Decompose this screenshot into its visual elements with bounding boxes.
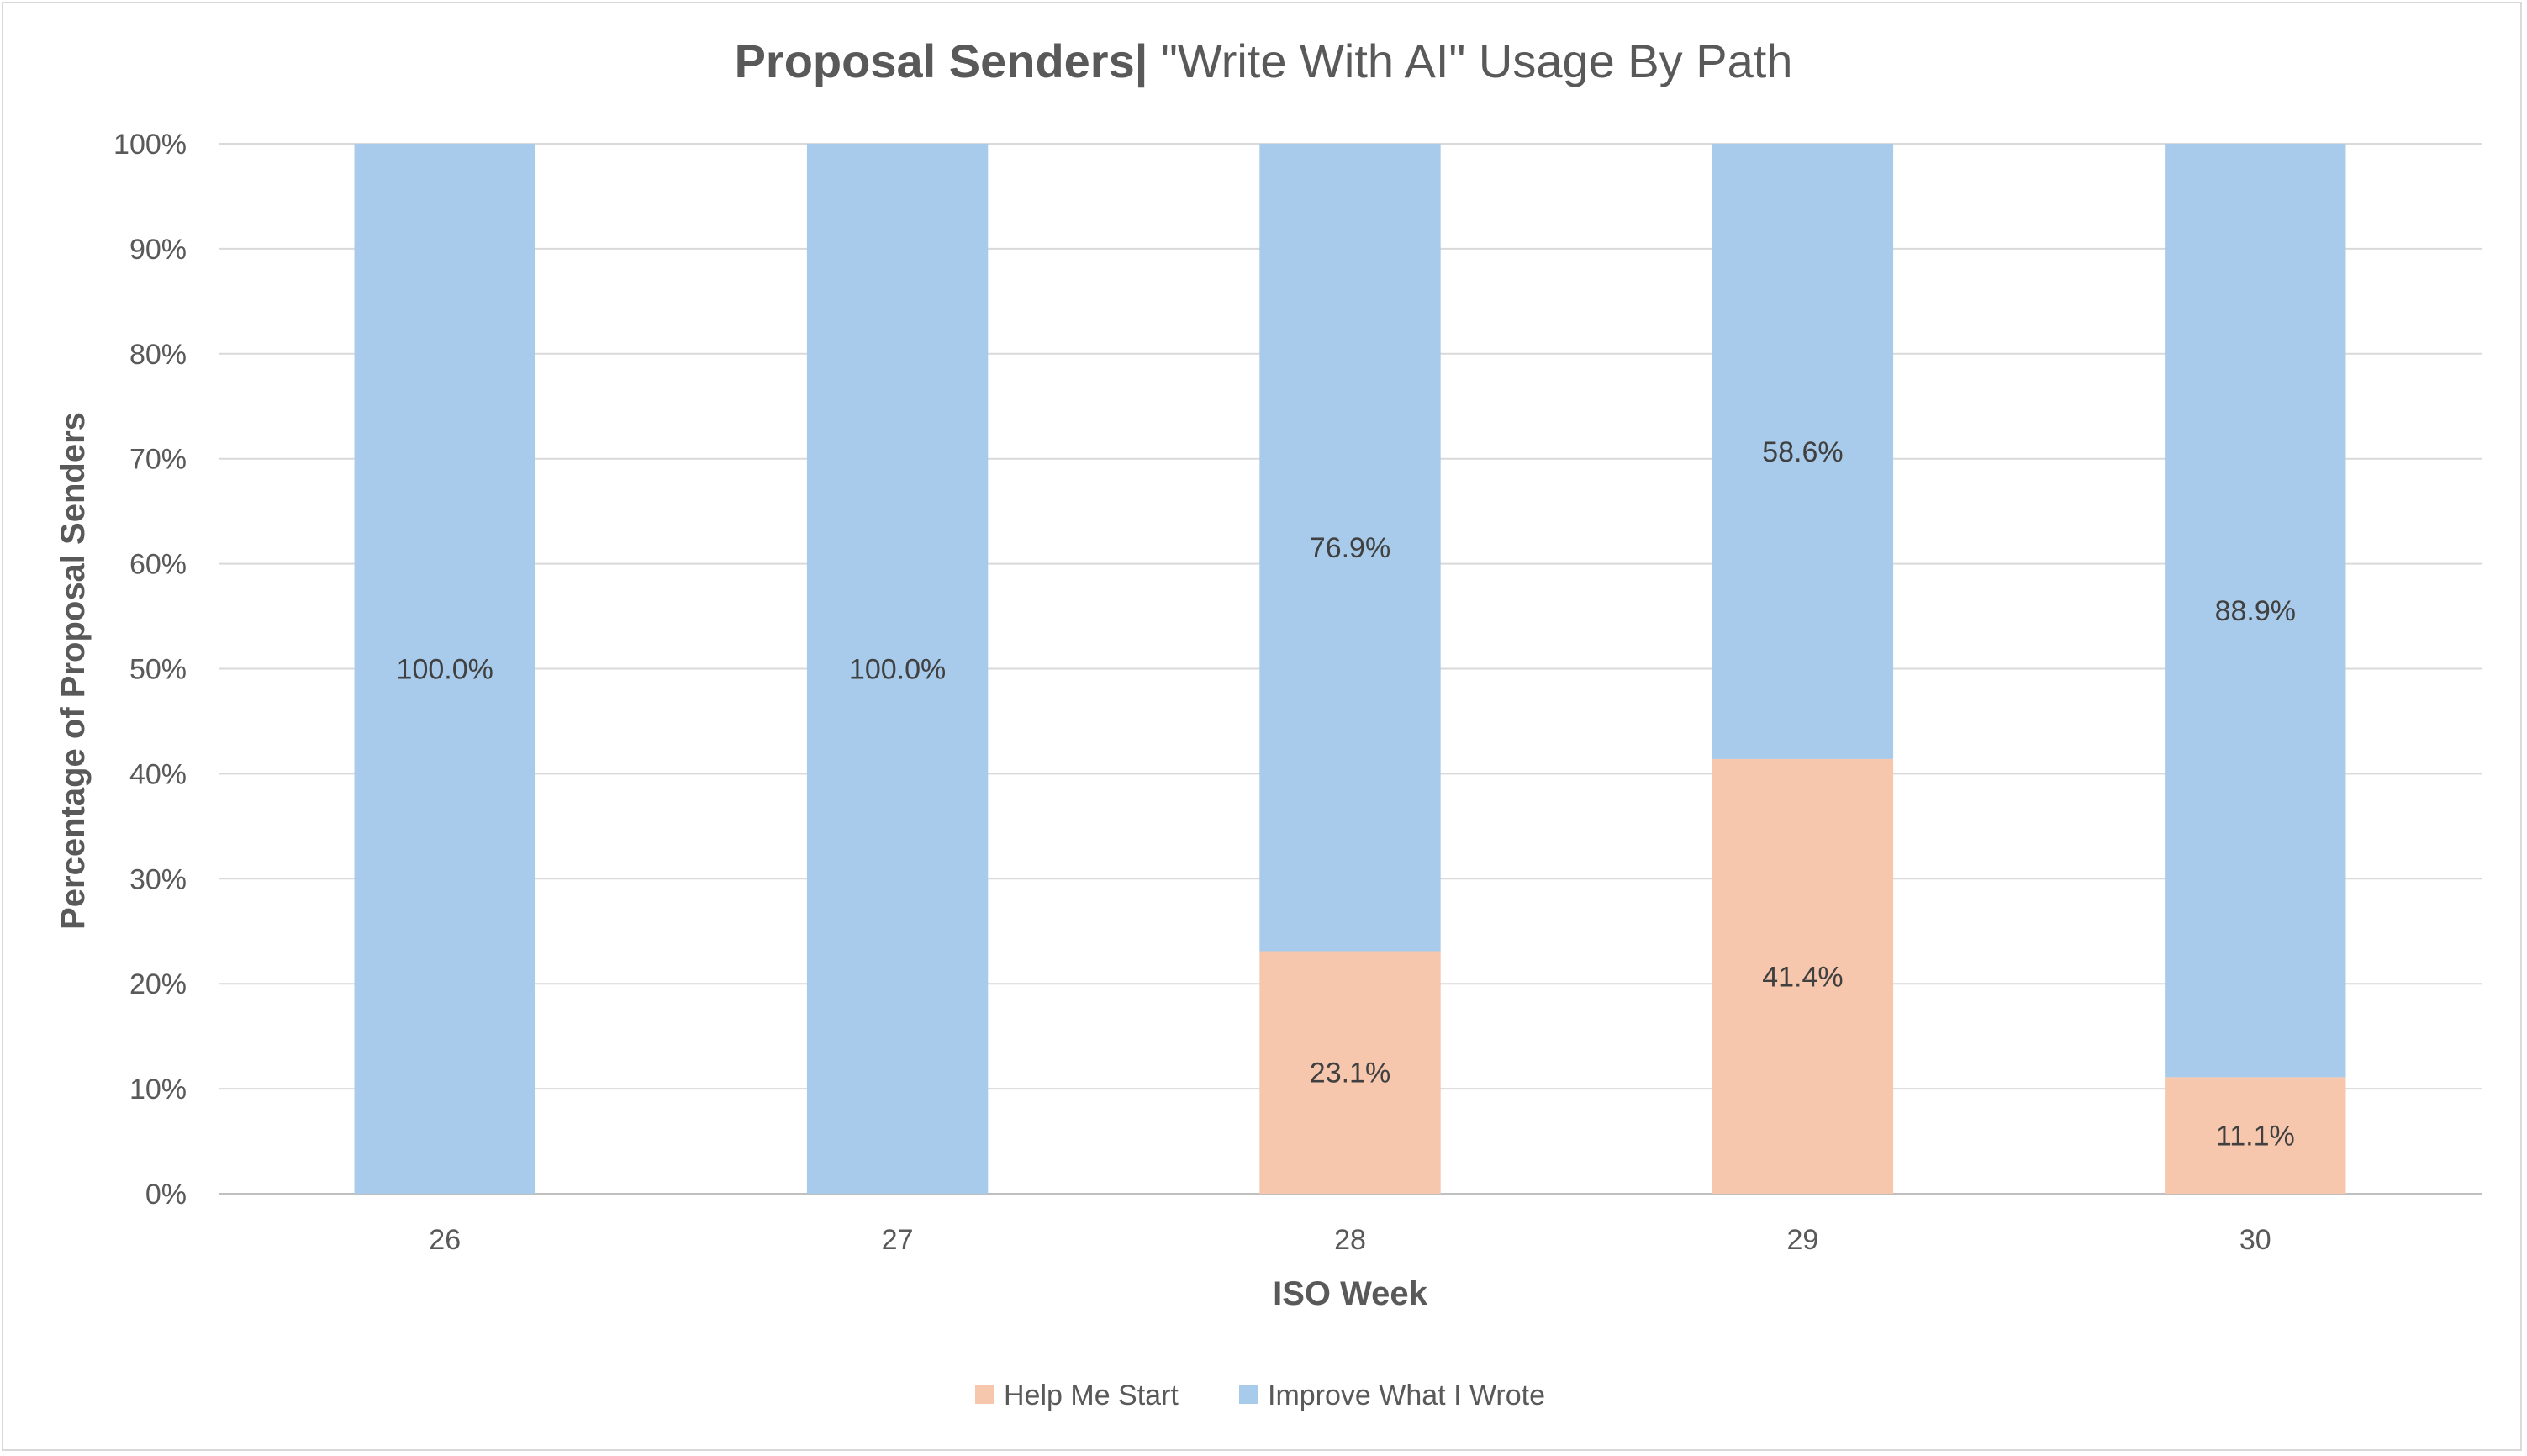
chart-title: Proposal Senders| "Write With AI" Usage … (735, 34, 1793, 88)
legend-label: Help Me Start (1004, 1380, 1179, 1411)
bar-segment (2165, 1077, 2346, 1194)
y-tick-label: 0% (145, 1179, 187, 1211)
data-label: 41.4% (1762, 961, 1843, 993)
y-tick-label: 50% (129, 654, 187, 686)
y-tick-label: 70% (129, 444, 187, 476)
legend-swatch (1239, 1385, 1258, 1404)
y-tick-label: 80% (129, 339, 187, 371)
legend-swatch (975, 1385, 994, 1404)
x-tick-label: 29 (1786, 1224, 1818, 1256)
data-label: 11.1% (2216, 1121, 2295, 1153)
x-tick-label: 28 (1334, 1224, 1366, 1256)
data-label: 76.9% (1310, 532, 1390, 564)
bar-segment (1259, 144, 1441, 952)
legend-label: Improve What I Wrote (1268, 1380, 1545, 1411)
y-axis-ticks: 0% 10% 20% 30% 40% 50% 60% 70% 80% 90% 100% (113, 129, 187, 1211)
x-tick-label: 30 (2239, 1224, 2271, 1256)
y-tick-label: 20% (129, 968, 187, 1000)
y-tick-label: 10% (129, 1074, 187, 1105)
x-tick-label: 27 (882, 1224, 914, 1256)
data-label: 23.1% (1310, 1058, 1390, 1089)
chart-title-rest: "Write With AI" Usage By Path (1147, 34, 1792, 87)
y-axis-title: Percentage of Proposal Senders (55, 412, 92, 930)
x-axis-title: ISO Week (1273, 1275, 1428, 1312)
y-tick-label: 100% (113, 129, 187, 161)
bar-segment (2165, 144, 2346, 1078)
bar-segment (1712, 144, 1894, 759)
y-tick-label: 30% (129, 863, 187, 895)
data-label: 58.6% (1762, 436, 1843, 468)
data-label: 100.0% (849, 654, 946, 686)
bar-segment (354, 144, 535, 1194)
chart-title-bold: Proposal Senders| (735, 34, 1148, 88)
bar-segment (1712, 758, 1894, 1194)
y-tick-label: 60% (129, 549, 187, 581)
data-label: 100.0% (397, 654, 493, 686)
bar-segment (806, 144, 989, 1194)
x-axis-ticks: 26 27 28 29 30 (429, 1224, 2271, 1256)
x-tick-label: 26 (429, 1224, 461, 1256)
bars: 100.0% 100.0% 23.1% 76.9% 41.4% 58.6% 11.1% 88.… (354, 144, 2346, 1194)
legend: Help Me Start Improve What I Wrote (975, 1380, 1545, 1411)
y-tick-label: 90% (129, 234, 187, 266)
bar-segment (1259, 951, 1441, 1194)
data-label: 88.9% (2215, 595, 2296, 627)
y-tick-label: 40% (129, 758, 187, 790)
